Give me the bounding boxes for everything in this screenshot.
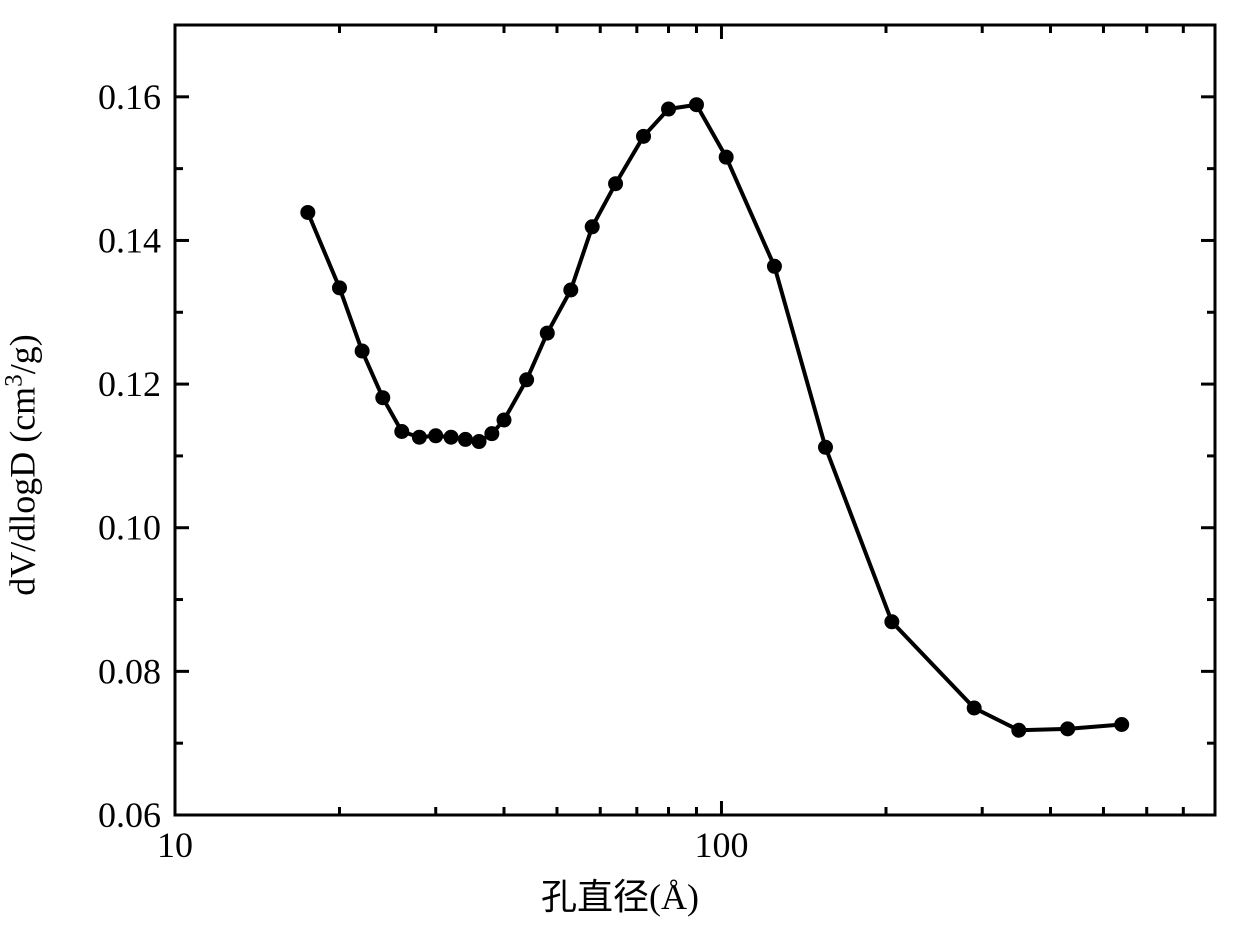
svg-text:10: 10 — [157, 825, 193, 865]
svg-text:0.12: 0.12 — [98, 364, 161, 404]
svg-text:0.14: 0.14 — [98, 220, 161, 260]
pore-distribution-chart: 10 100 0.06 0.08 0.10 0.12 0.14 0.16 — [0, 0, 1240, 930]
chart-container: 10 100 0.06 0.08 0.10 0.12 0.14 0.16 dV/dlogD (… — [0, 0, 1240, 930]
svg-text:0.08: 0.08 — [98, 651, 161, 691]
svg-text:100: 100 — [694, 825, 748, 865]
y-axis-label: dV/dlogD (cm3/g) — [1, 334, 44, 596]
x-axis-label: 孔直径(Å) — [541, 868, 699, 920]
svg-text:0.16: 0.16 — [98, 77, 161, 117]
svg-text:0.10: 0.10 — [98, 508, 161, 548]
y-axis-label-text: dV/dlogD (cm3/g) — [3, 334, 43, 596]
svg-text:0.06: 0.06 — [98, 795, 161, 835]
